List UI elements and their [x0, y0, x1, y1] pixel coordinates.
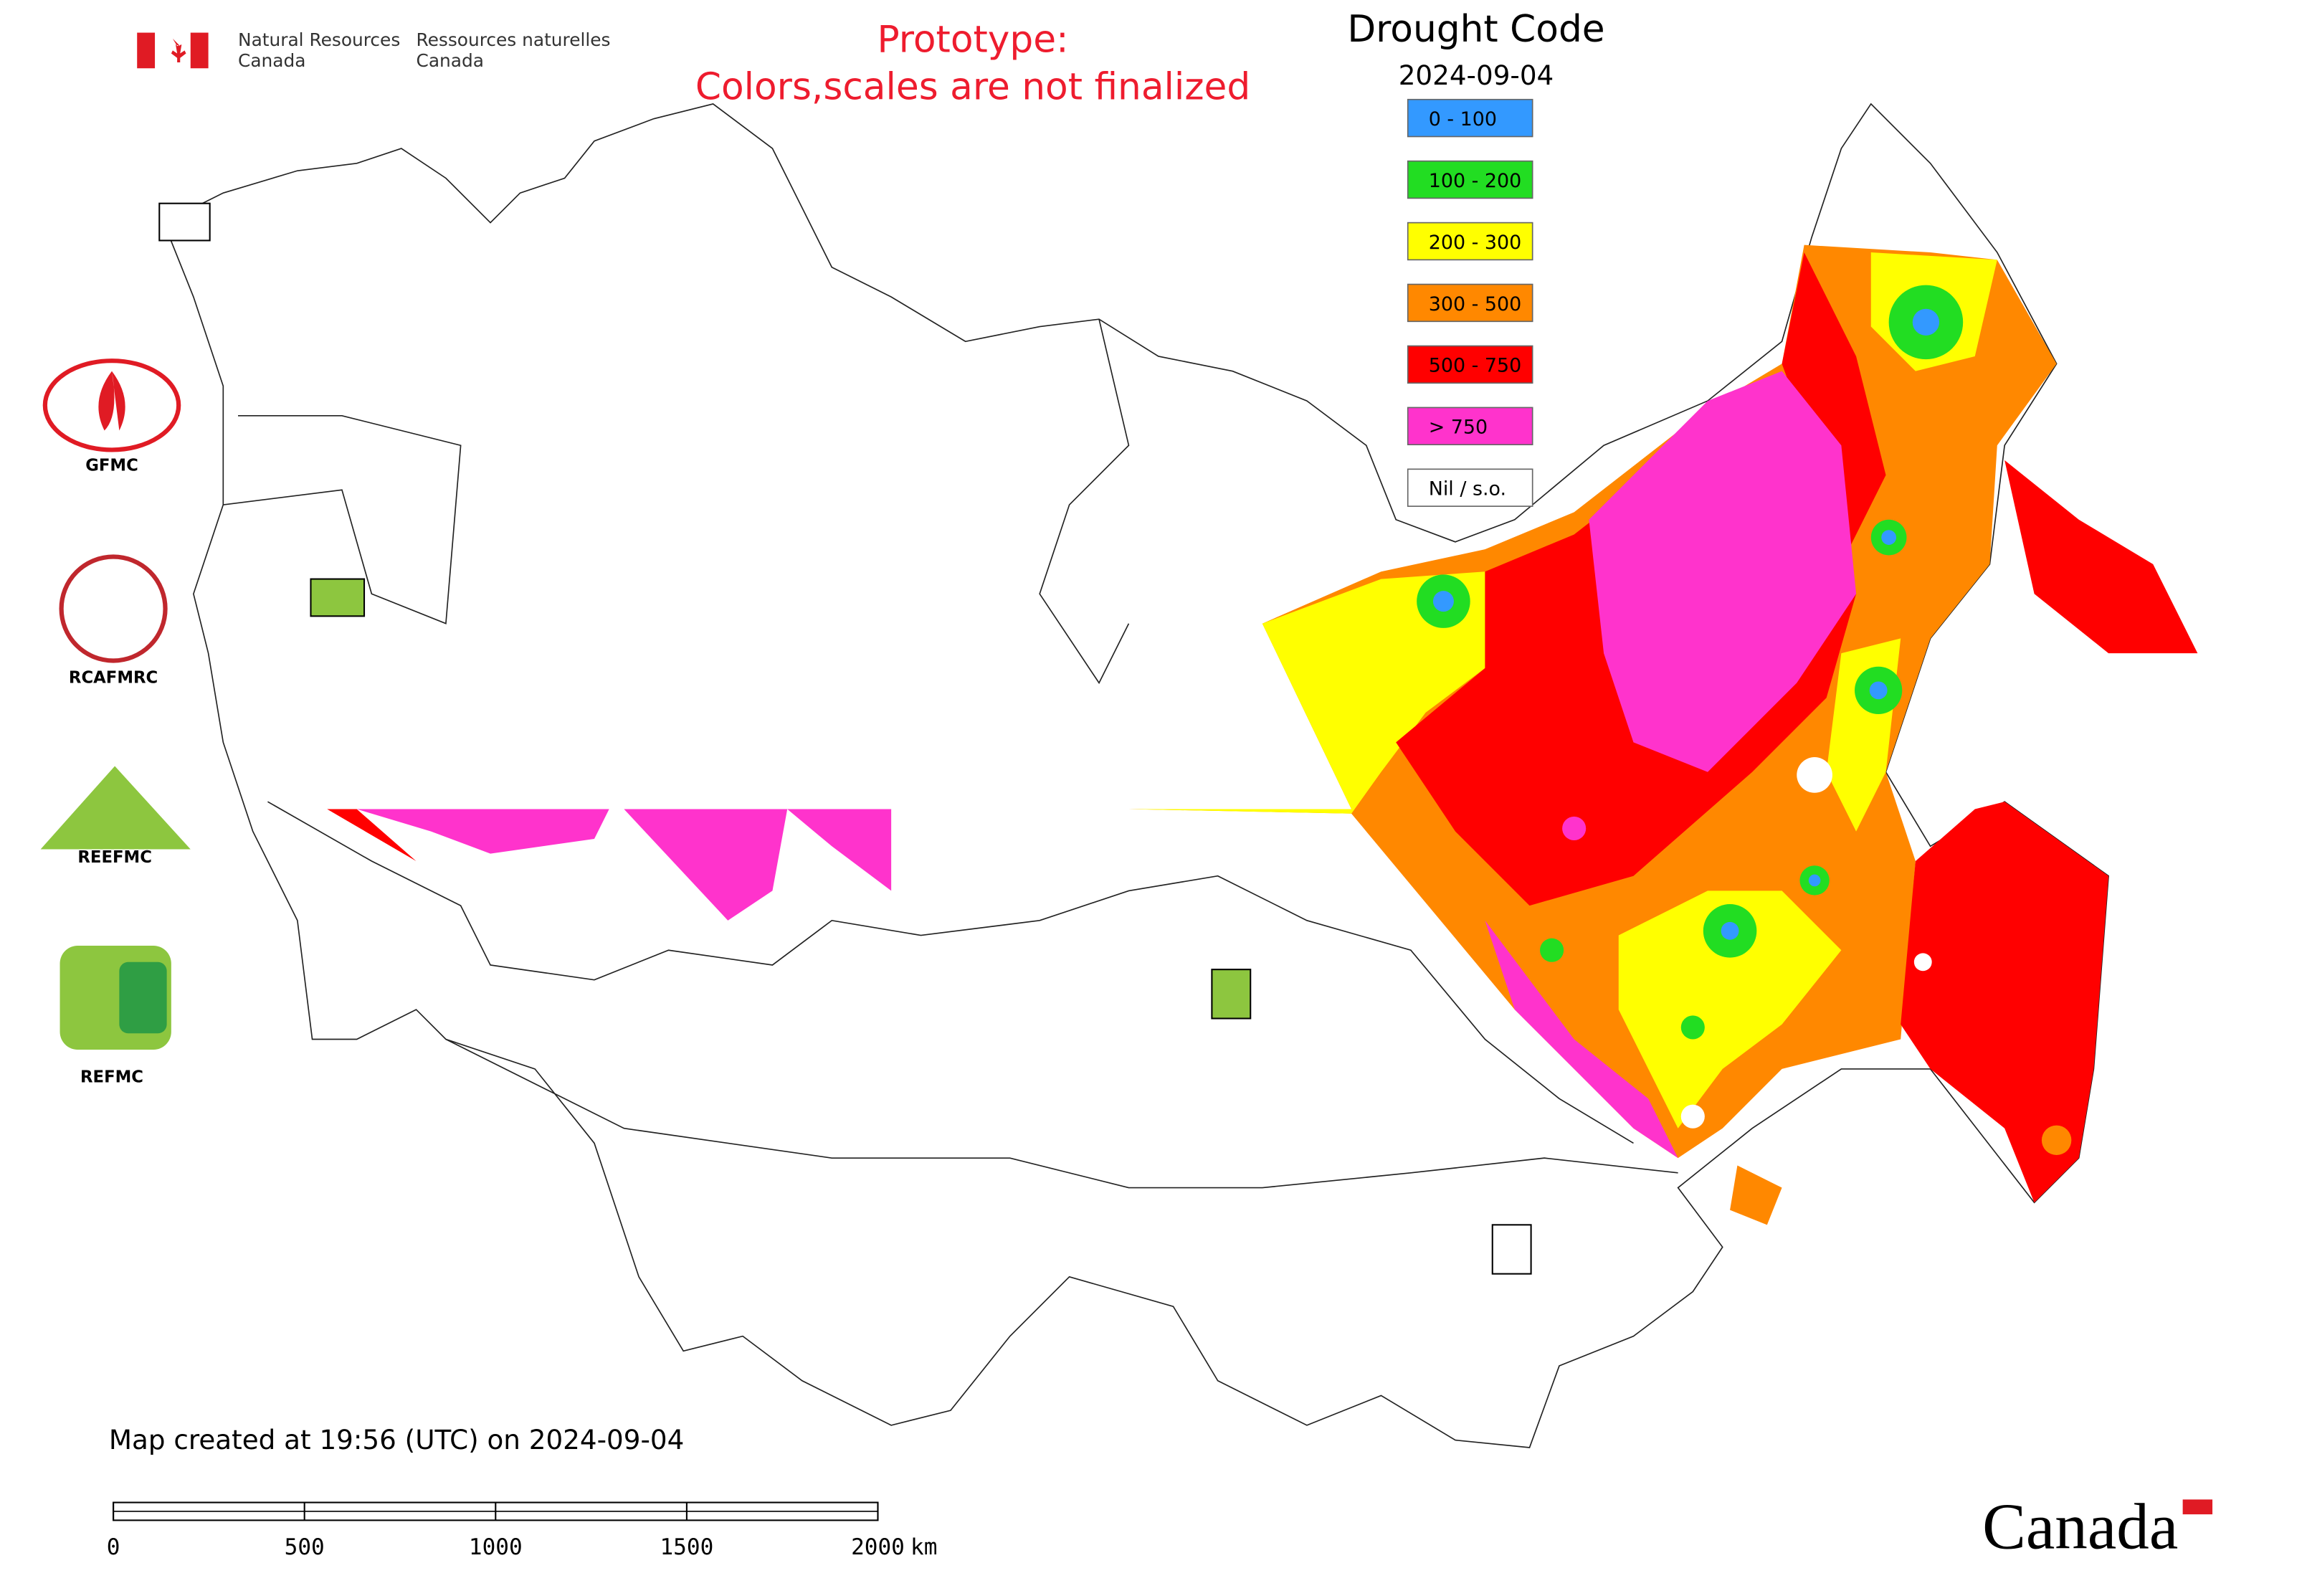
scale-label: 500	[285, 1534, 325, 1560]
dept-fr: Ressources naturelles	[417, 29, 611, 50]
drought-zone	[1912, 308, 1940, 336]
drought-zone	[1869, 681, 1888, 700]
dept-en: Canada	[238, 50, 305, 71]
drought-zone	[787, 809, 892, 891]
scale-unit: km	[910, 1534, 937, 1560]
wordmark-flag	[2182, 1499, 2213, 1515]
drought-zone	[1913, 953, 1932, 972]
scale-label: 1000	[469, 1534, 523, 1560]
legend-label: 100 - 200	[1429, 170, 1522, 192]
logo-label: RCAFMRC	[69, 669, 158, 688]
logo-label: REFMC	[80, 1068, 143, 1087]
scale-label: 2000	[851, 1534, 905, 1560]
nrcan-signature: Natural Resources Canada Ressources natu…	[137, 29, 611, 71]
drought-zone	[1782, 252, 1886, 564]
drought-zone	[1680, 1015, 1705, 1040]
drought-zone	[1432, 591, 1454, 612]
logo-label: REEFMC	[77, 848, 152, 867]
legend-swatch	[1407, 283, 1533, 323]
legend-swatch	[1407, 160, 1533, 199]
drought-zone	[624, 809, 788, 921]
scale-label: 0	[107, 1534, 120, 1560]
legend-label: > 750	[1429, 417, 1488, 439]
legend-label: 200 - 300	[1429, 232, 1522, 254]
legend-swatch	[1407, 98, 1533, 138]
legend-swatch	[1407, 345, 1533, 384]
legend-date: 2024-09-04	[1399, 60, 1554, 91]
dept-fr: Canada	[417, 50, 484, 71]
drought-zone	[1881, 530, 1896, 545]
legend-label: 300 - 500	[1429, 293, 1522, 315]
drought-zone	[2004, 460, 2198, 654]
drought-zone	[1808, 874, 1821, 887]
drought-zone	[1485, 920, 1678, 1159]
drought-zone	[1540, 938, 1564, 962]
drought-zone	[356, 809, 609, 854]
drought-zone	[1589, 371, 1857, 772]
legend-label: 500 - 750	[1429, 355, 1522, 377]
drought-zone	[1721, 921, 1739, 940]
legend-label: 0 - 100	[1429, 108, 1497, 130]
drought-zone	[1562, 816, 1587, 841]
drought-zone	[2041, 1125, 2072, 1156]
drought-zone	[1730, 1165, 1782, 1225]
dept-en: Natural Resources	[238, 29, 400, 50]
scale-label: 1500	[660, 1534, 713, 1560]
notice: Prototype:	[877, 18, 1068, 61]
legend-swatch	[1407, 407, 1533, 446]
drought-zone	[1797, 757, 1832, 793]
drought-zone	[1128, 571, 1485, 814]
drought-zone	[1901, 802, 2109, 1203]
projection-artifacts	[327, 809, 892, 921]
logo-label: GFMC	[85, 456, 138, 475]
legend-label: Nil / s.o.	[1429, 478, 1506, 500]
drought-zone	[1680, 1104, 1705, 1129]
drought-field	[1128, 244, 2198, 1225]
wordmark: Canada	[1982, 1491, 2178, 1563]
legend: 0 - 100 100 - 200 200 - 300 300 - 500 500 - …	[1407, 98, 1533, 507]
drought-zone	[1618, 890, 1842, 1129]
legend-swatch	[1407, 468, 1533, 507]
footer: Map created at 19:56 (UTC) on 2024-09-04	[109, 1424, 684, 1455]
legend-title: Drought Code	[1347, 8, 1604, 51]
logos: GFMC RCAFMRC REEFMC REFMC	[40, 202, 1532, 1275]
scale-bar: 0 500 1000 1500 2000 km	[107, 1501, 937, 1560]
legend-swatch	[1407, 222, 1533, 261]
notice: Colors,scales are not finalized	[695, 66, 1250, 109]
